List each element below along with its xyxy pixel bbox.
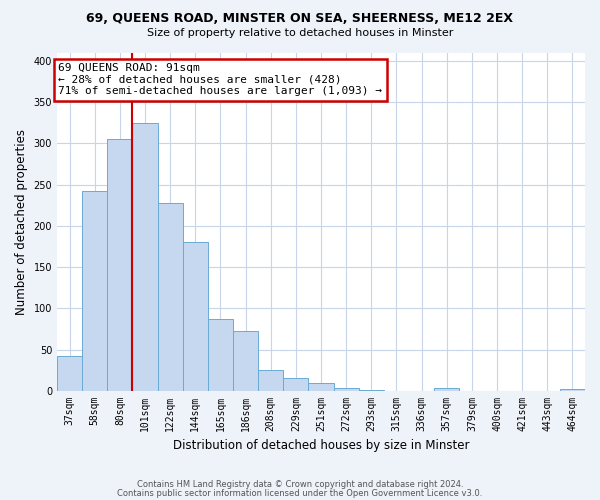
Bar xyxy=(158,203,183,391)
Bar xyxy=(233,331,258,391)
Bar xyxy=(107,139,133,391)
Bar xyxy=(183,242,208,391)
Text: Contains HM Land Registry data © Crown copyright and database right 2024.: Contains HM Land Registry data © Crown c… xyxy=(137,480,463,489)
Bar xyxy=(133,122,158,391)
Bar xyxy=(334,388,359,391)
Text: Contains public sector information licensed under the Open Government Licence v3: Contains public sector information licen… xyxy=(118,488,482,498)
Bar xyxy=(283,378,308,391)
Text: 69, QUEENS ROAD, MINSTER ON SEA, SHEERNESS, ME12 2EX: 69, QUEENS ROAD, MINSTER ON SEA, SHEERNE… xyxy=(86,12,514,26)
X-axis label: Distribution of detached houses by size in Minster: Distribution of detached houses by size … xyxy=(173,440,469,452)
Text: 69 QUEENS ROAD: 91sqm
← 28% of detached houses are smaller (428)
71% of semi-det: 69 QUEENS ROAD: 91sqm ← 28% of detached … xyxy=(58,63,382,96)
Bar xyxy=(57,356,82,391)
Bar xyxy=(258,370,283,391)
Bar xyxy=(82,191,107,391)
Text: Size of property relative to detached houses in Minster: Size of property relative to detached ho… xyxy=(147,28,453,38)
Bar xyxy=(560,388,585,391)
Bar xyxy=(434,388,459,391)
Bar xyxy=(308,383,334,391)
Bar xyxy=(359,390,384,391)
Bar xyxy=(208,319,233,391)
Y-axis label: Number of detached properties: Number of detached properties xyxy=(15,129,28,315)
